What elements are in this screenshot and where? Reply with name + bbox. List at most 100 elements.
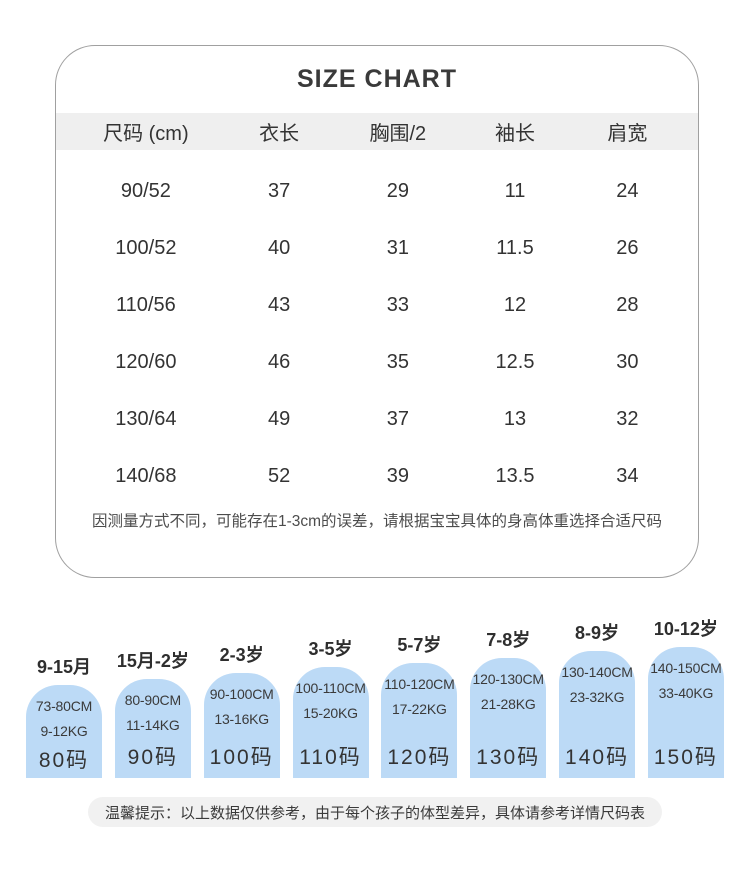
table-row: 130/64 49 37 13 32 <box>56 391 698 448</box>
shoulder-value: 30 <box>616 351 639 373</box>
height-range: 130-140CM <box>561 664 633 680</box>
height-range: 140-150CM <box>650 660 722 676</box>
chest-value: 37 <box>386 408 409 430</box>
table-row: 140/68 52 39 13.5 34 <box>56 448 698 505</box>
shoulder-value: 32 <box>616 408 639 430</box>
age-range-label: 10-12岁 <box>653 619 718 639</box>
size-meta: 120-130CM 21-28KG <box>472 667 545 717</box>
size-arch-shape: 90-100CM 13-16KG 100码 <box>203 673 280 778</box>
age-range-label: 7-8岁 <box>486 630 531 650</box>
weight-range: 23-32KG <box>569 689 625 705</box>
footer-tip-pill: 温馨提示：以上数据仅供参考，由于每个孩子的体型差异，具体请参考详情尺码表 <box>87 797 663 827</box>
chest-value: 31 <box>386 237 409 259</box>
table-header-row: 尺码 (cm) 衣长 胸围/2 袖长 肩宽 <box>56 113 698 150</box>
shoulder-value: 34 <box>616 465 639 487</box>
length-value: 43 <box>267 294 291 316</box>
size-code: 90码 <box>127 746 179 769</box>
size-code: 120码 <box>387 746 452 769</box>
size-meta: 100-110CM 15-20KG <box>295 676 366 726</box>
size-code: 110码 <box>299 746 362 769</box>
age-range-label: 15月-2岁 <box>116 651 189 671</box>
footer-tip-text: 温馨提示：以上数据仅供参考，由于每个孩子的体型差异，具体请参考详情尺码表 <box>104 804 646 822</box>
size-arch-shape: 80-90CM 11-14KG 90码 <box>114 679 191 778</box>
size-code: 150码 <box>653 746 718 769</box>
size-chart-card: SIZE CHART 尺码 (cm) 衣长 胸围/2 袖长 肩宽 90/52 3… <box>55 45 699 578</box>
size-code: 140码 <box>565 746 630 769</box>
size-arch-shape: 100-110CM 15-20KG 110码 <box>292 667 369 778</box>
column-header-sleeve: 袖长 <box>494 123 535 145</box>
size-guide-item: 9-15月 73-80CM 9-12KG 80码 <box>26 658 102 778</box>
sleeve-value: 11 <box>504 180 526 202</box>
weight-range: 11-14KG <box>126 717 180 733</box>
height-range: 120-130CM <box>472 671 545 687</box>
height-range: 110-120CM <box>384 676 455 692</box>
chest-value: 39 <box>386 465 409 487</box>
size-guide-item: 3-5岁 100-110CM 15-20KG 110码 <box>292 639 369 778</box>
shoulder-value: 26 <box>616 237 639 259</box>
size-value: 130/64 <box>115 408 177 430</box>
table-row: 90/52 37 29 11 24 <box>56 163 698 220</box>
size-meta: 90-100CM 13-16KG <box>210 682 274 732</box>
size-meta: 110-120CM 17-22KG <box>384 672 455 722</box>
size-arch-shape: 130-140CM 23-32KG 140码 <box>559 651 636 778</box>
chest-value: 35 <box>386 351 409 373</box>
column-header-length: 衣长 <box>259 123 300 145</box>
table-row: 110/56 43 33 12 28 <box>56 277 698 334</box>
weight-range: 21-28KG <box>480 696 536 712</box>
age-range-label: 3-5岁 <box>308 639 353 659</box>
length-value: 37 <box>267 180 291 202</box>
size-guide-item: 10-12岁 140-150CM 33-40KG 150码 <box>647 619 724 778</box>
page-title: SIZE CHART <box>297 65 457 93</box>
age-range-label: 9-15月 <box>36 657 92 677</box>
size-value: 110/56 <box>116 294 176 316</box>
chest-value: 29 <box>386 180 409 202</box>
length-value: 40 <box>267 237 291 259</box>
size-meta: 140-150CM 33-40KG <box>650 656 722 706</box>
sleeve-value: 13 <box>503 408 527 430</box>
size-arch-shape: 140-150CM 33-40KG 150码 <box>647 647 724 778</box>
size-guide-item: 7-8岁 120-130CM 21-28KG 130码 <box>470 630 547 778</box>
size-guide-item: 2-3岁 90-100CM 13-16KG 100码 <box>203 645 280 778</box>
sleeve-value: 13.5 <box>495 465 535 487</box>
height-range: 73-80CM <box>35 698 93 714</box>
size-code: 80码 <box>38 749 90 772</box>
length-value: 52 <box>267 465 291 487</box>
size-guide-item: 8-9岁 130-140CM 23-32KG 140码 <box>559 623 636 778</box>
column-header-chest: 胸围/2 <box>369 123 427 145</box>
column-header-size: 尺码 (cm) <box>103 123 189 145</box>
size-code: 100码 <box>209 746 274 769</box>
length-value: 46 <box>267 351 291 373</box>
size-value: 140/68 <box>115 465 177 487</box>
height-range: 90-100CM <box>209 686 274 702</box>
size-code: 130码 <box>476 746 541 769</box>
weight-range: 9-12KG <box>40 723 88 739</box>
table-body: 90/52 37 29 11 24 100/52 40 31 11.5 26 1… <box>56 163 698 505</box>
age-range-label: 2-3岁 <box>219 645 264 665</box>
weight-range: 15-20KG <box>303 705 358 721</box>
size-guide-item: 5-7岁 110-120CM 17-22KG 120码 <box>381 636 458 778</box>
size-guide-item: 15月-2岁 80-90CM 11-14KG 90码 <box>114 651 191 778</box>
size-arch-shape: 73-80CM 9-12KG 80码 <box>26 685 102 778</box>
table-row: 120/60 46 35 12.5 30 <box>56 334 698 391</box>
shoulder-value: 24 <box>616 180 639 202</box>
chest-value: 33 <box>386 294 409 316</box>
age-range-label: 8-9岁 <box>575 623 620 643</box>
size-meta: 130-140CM 23-32KG <box>561 660 633 710</box>
size-arch-shape: 110-120CM 17-22KG 120码 <box>381 663 458 778</box>
height-range: 80-90CM <box>124 692 181 708</box>
sleeve-value: 11.5 <box>496 237 534 259</box>
size-meta: 80-90CM 11-14KG <box>125 688 181 738</box>
shoulder-value: 28 <box>616 294 639 316</box>
size-meta: 73-80CM 9-12KG <box>36 694 92 744</box>
column-header-shoulder: 肩宽 <box>607 123 648 145</box>
sleeve-value: 12.5 <box>495 351 535 373</box>
size-value: 90/52 <box>120 180 171 202</box>
size-arch-shape: 120-130CM 21-28KG 130码 <box>470 658 547 778</box>
size-value: 100/52 <box>115 237 177 259</box>
measurement-disclaimer: 因测量方式不同，可能存在1-3cm的误差，请根据宝宝具体的身高体重选择合适尺码 <box>91 513 663 530</box>
weight-range: 13-16KG <box>214 711 269 727</box>
table-row: 100/52 40 31 11.5 26 <box>56 220 698 277</box>
weight-range: 17-22KG <box>392 701 447 717</box>
sleeve-value: 12 <box>503 294 527 316</box>
